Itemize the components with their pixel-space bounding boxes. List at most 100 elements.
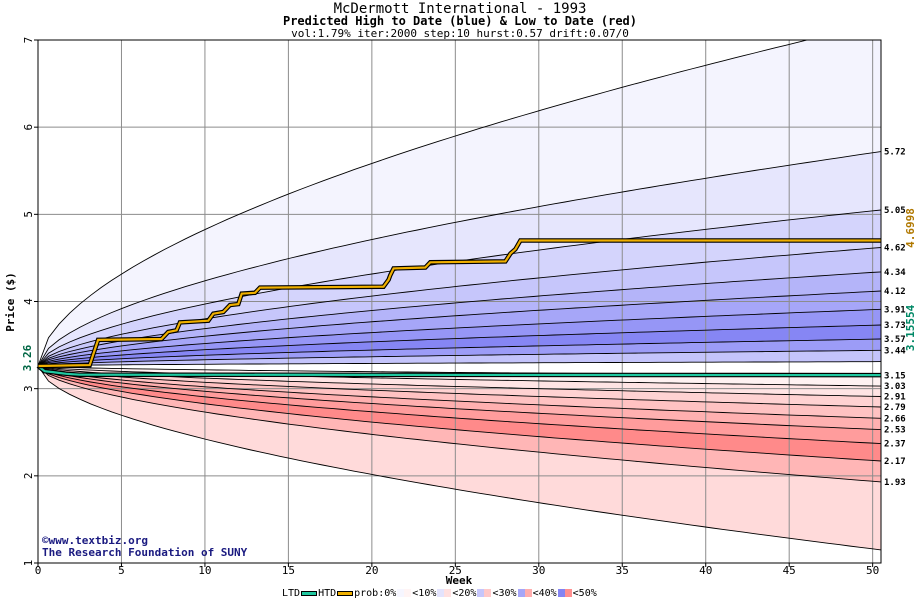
- htd-end-label: 4.6998: [904, 208, 917, 248]
- x-tick-label-1: 5: [118, 564, 125, 577]
- right-value-labels: 5.72 5.05 4.62 4.34 4.12 3.91 3.73 3.573.44 3.15…: [884, 148, 906, 488]
- right-label-12: 2.79: [884, 403, 906, 413]
- legend-item-2: <30%: [492, 587, 517, 599]
- right-label-4: 4.12: [884, 287, 906, 297]
- ltd-end-label: 3.15554: [904, 304, 917, 351]
- high-contour-8: [38, 338, 881, 367]
- legend-item-4: <50%: [572, 587, 597, 599]
- right-label-13: 2.66: [884, 414, 906, 424]
- high-band-0: [38, 40, 881, 366]
- low-contour-3: [38, 365, 881, 408]
- y-tick-label-4: 5: [22, 211, 35, 218]
- y-axis-label: Price ($): [4, 272, 17, 332]
- legend-item-0: <10%: [412, 587, 437, 599]
- right-label-10: 3.03: [884, 382, 906, 392]
- high-band-7: [38, 325, 881, 366]
- high-band-3: [38, 247, 881, 366]
- x-tick-label-8: 40: [699, 564, 712, 577]
- legend-item-3: <40%: [532, 587, 557, 599]
- right-label-14: 2.53: [884, 426, 906, 436]
- copyright-credit: ©www.textbiz.org: [42, 534, 148, 547]
- right-label-17: 1.93: [884, 478, 906, 488]
- high-band-5: [38, 291, 881, 366]
- high-band-2: [38, 210, 881, 366]
- high-contour-5: [38, 290, 881, 367]
- x-tick-label-4: 20: [365, 564, 378, 577]
- legend-swatch-2: [477, 589, 492, 597]
- legend-ltd-label: LTD: [282, 587, 301, 599]
- legend-htd-swatch: [337, 590, 354, 596]
- right-label-2: 4.62: [884, 243, 906, 253]
- low-contour-5: [38, 365, 881, 431]
- high-band-6: [38, 309, 881, 366]
- low-contour-6: [38, 365, 881, 445]
- high-band-1: [38, 151, 881, 366]
- legend-htd-label: HTD: [318, 587, 337, 599]
- y-tick-label-5: 6: [22, 124, 35, 131]
- chart-params: vol:1.79% iter:2000 step:10 hurst:0.57 d…: [291, 27, 629, 40]
- low-contour-8: [38, 365, 881, 483]
- right-label-1: 5.05: [884, 206, 906, 216]
- y-tick-label-6: 7: [22, 37, 35, 44]
- high-contour-7: [38, 324, 881, 367]
- low-band-2: [38, 366, 881, 407]
- high-contour-10: [38, 361, 881, 367]
- right-label-11: 2.91: [884, 393, 906, 403]
- legend-swatch-0: [397, 589, 412, 597]
- right-label-16: 2.17: [884, 457, 906, 467]
- legend-ltd-swatch: [301, 590, 318, 596]
- low-band-4: [38, 366, 881, 430]
- x-tick-label-2: 10: [198, 564, 211, 577]
- contour-lines: [38, 40, 881, 551]
- right-label-0: 5.72: [884, 148, 906, 158]
- low-contour-9: [38, 365, 881, 551]
- high-contour-1: [38, 151, 881, 367]
- low-contour-4: [38, 365, 881, 419]
- legend-item-1: <20%: [452, 587, 477, 599]
- low-contour-7: [38, 365, 881, 462]
- ltd-line: [37, 365, 882, 377]
- htd-line: [37, 239, 881, 368]
- low-band-8: [38, 366, 881, 550]
- x-tick-label-7: 35: [616, 564, 629, 577]
- probability-bands: [38, 40, 881, 550]
- high-contour-9: [38, 349, 881, 367]
- high-band-4: [38, 271, 881, 366]
- chart-title: McDermott International - 1993: [333, 1, 587, 17]
- y-tick-label-2: 3: [22, 385, 35, 392]
- chart-subtitle: Predicted High to Date (blue) & Low to D…: [282, 14, 637, 28]
- high-contour-4: [38, 271, 881, 367]
- low-band-7: [38, 366, 881, 482]
- right-label-9: 3.15: [884, 372, 906, 382]
- right-label-5: 3.91: [884, 305, 906, 315]
- x-tick-label-9: 45: [783, 564, 796, 577]
- right-label-6: 3.73: [884, 321, 906, 331]
- right-label-7: 3.57: [884, 335, 906, 345]
- low-band-5: [38, 366, 881, 444]
- legend: LTD HTD prob:0% <10% <20% <30% <40% <50%: [282, 586, 597, 600]
- y-axis-ticks: 1 2 3 4 5 6 7: [22, 37, 38, 567]
- x-tick-label-3: 15: [282, 564, 295, 577]
- low-band-6: [38, 366, 881, 461]
- y-tick-label-0: 1: [22, 560, 35, 567]
- legend-swatch-3: [517, 589, 532, 597]
- high-contour-0: [38, 40, 810, 367]
- y-tick-label-1: 2: [22, 473, 35, 480]
- y-tick-label-3: 4: [22, 298, 35, 305]
- low-band-3: [38, 366, 881, 419]
- org-credit: The Research Foundation of SUNY: [42, 546, 248, 559]
- x-tick-label-10: 50: [866, 564, 879, 577]
- legend-prob-label: prob:0%: [354, 587, 397, 599]
- x-tick-label-6: 30: [532, 564, 545, 577]
- x-tick-label-0: 0: [35, 564, 42, 577]
- x-axis-label: Week: [446, 574, 473, 587]
- series-lines: [36, 238, 882, 378]
- high-band-8: [38, 339, 881, 366]
- x-tick-label-5: 25: [449, 564, 462, 577]
- right-label-15: 2.37: [884, 440, 906, 450]
- start-value-label: 3.26: [21, 344, 34, 371]
- legend-swatch-4: [557, 589, 572, 597]
- x-axis-ticks: 0 5 10 15 20 25 30 35 40 45 50: [35, 563, 879, 577]
- high-contour-6: [38, 308, 881, 367]
